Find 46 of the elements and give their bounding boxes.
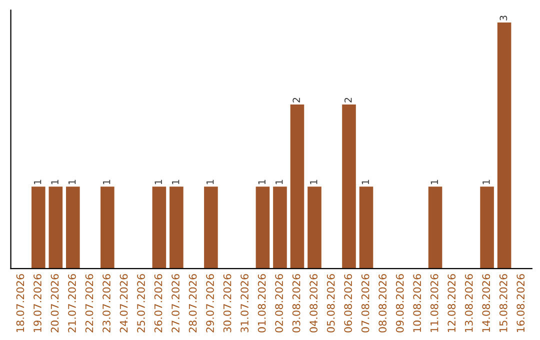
x-tick-label: 29.07.2026 — [206, 274, 214, 332]
data-label: 1 — [482, 180, 490, 184]
data-label: 1 — [34, 180, 42, 184]
x-tick-label: 06.08.2026 — [344, 274, 352, 332]
x-tick-label: 09.08.2026 — [396, 274, 404, 332]
x-tick-label: 08.08.2026 — [378, 274, 387, 332]
x-tick-label: 13.08.2026 — [464, 274, 473, 332]
x-tick-label: 18.07.2026 — [16, 274, 24, 332]
data-label: 1 — [68, 180, 76, 184]
x-tick-label: 23.07.2026 — [102, 274, 110, 332]
x-tick-label: 10.08.2026 — [413, 274, 422, 332]
x-tick-label: 07.08.2026 — [361, 274, 370, 332]
data-label: 1 — [103, 180, 110, 184]
x-tick-label: 22.07.2026 — [85, 274, 94, 332]
x-tick-label: 27.07.2026 — [172, 274, 180, 332]
data-label: 1 — [51, 180, 58, 184]
x-tick-label: 19.07.2026 — [34, 274, 42, 332]
x-tick-label: 31.07.2026 — [240, 274, 248, 332]
x-tick-label: 16.08.2026 — [516, 274, 525, 332]
data-label: 2 — [292, 98, 300, 102]
x-tick-label: 26.07.2026 — [154, 274, 162, 332]
x-tick-label: 15.08.2026 — [499, 274, 508, 332]
x-tick-label: 20.07.2026 — [50, 274, 59, 332]
data-label: 1 — [258, 180, 266, 184]
data-label: 1 — [154, 180, 162, 184]
data-label: 1 — [206, 180, 214, 184]
data-label: 1 — [172, 180, 180, 184]
x-tick-label: 05.08.2026 — [326, 274, 335, 332]
x-tick-label: 11.08.2026 — [430, 274, 438, 332]
x-tick-label: 14.08.2026 — [482, 274, 490, 332]
data-label: 2 — [344, 98, 352, 102]
x-tick-label: 12.08.2026 — [448, 274, 456, 332]
x-tick-label: 30.07.2026 — [223, 274, 232, 332]
data-label: 3 — [500, 16, 508, 20]
data-label: 1 — [430, 180, 438, 184]
data-label: 1 — [276, 180, 283, 184]
x-tick-label: 25.07.2026 — [137, 274, 145, 332]
data-label: 1 — [362, 180, 369, 184]
x-tick-label: 02.08.2026 — [275, 274, 283, 332]
x-tick-label: 21.07.2026 — [68, 274, 76, 332]
x-tick-label: 01.08.2026 — [258, 274, 266, 332]
x-tick-label: 28.07.2026 — [188, 274, 197, 332]
x-tick-label: 04.08.2026 — [310, 274, 318, 332]
data-label: 1 — [310, 180, 318, 184]
x-tick-label: 24.07.2026 — [120, 274, 128, 332]
x-tick-label: 03.08.2026 — [292, 274, 300, 332]
